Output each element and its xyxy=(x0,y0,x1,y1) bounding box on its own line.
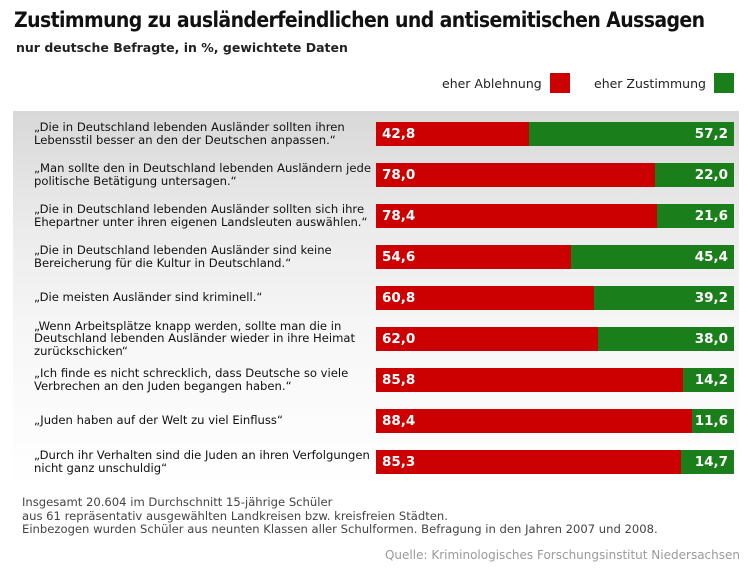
legend-item-agreement: eher Zustimmung xyxy=(594,73,734,93)
bar-rejection: 85,8 xyxy=(376,367,683,392)
category-label: „Juden haben auf der Welt zu viel Einflu… xyxy=(34,413,283,428)
bar-agreement: 14,7 xyxy=(681,449,734,474)
source-credit: Quelle: Kriminologisches Forschungsinsti… xyxy=(384,548,740,562)
category-label: „Die in Deutschland lebenden Ausländer s… xyxy=(34,202,368,229)
bar-agreement: 21,6 xyxy=(657,203,734,228)
category-label: „Die meisten Ausländer sind kriminell.“ xyxy=(34,290,263,305)
category-label: „Man sollte den in Deutschland lebenden … xyxy=(34,161,371,188)
legend-label-agreement: eher Zustimmung xyxy=(594,75,706,91)
category-label: „Durch ihr Verhalten sind die Juden an i… xyxy=(34,448,370,475)
bar-rejection: 42,8 xyxy=(376,121,529,146)
bar-rejection: 88,4 xyxy=(376,408,692,433)
legend-label-rejection: eher Ablehnung xyxy=(442,75,542,91)
footnote-line: aus 61 repräsentativ ausgewählten Landkr… xyxy=(22,508,448,523)
bar-rejection: 54,6 xyxy=(376,244,571,269)
bar-agreement: 22,0 xyxy=(655,162,734,187)
legend-item-rejection: eher Ablehnung xyxy=(442,73,570,93)
footnote-line: Insgesamt 20.604 im Durchschnitt 15-jähr… xyxy=(22,495,333,509)
bar-agreement: 45,4 xyxy=(571,244,734,269)
chart-panel: „Die in Deutschland lebenden Ausländer s… xyxy=(13,111,739,488)
bar-agreement: 11,6 xyxy=(692,408,734,433)
chart-title: Zustimmung zu ausländerfeindlichen und a… xyxy=(14,8,705,32)
bar-agreement: 14,2 xyxy=(683,367,734,392)
category-label: „Wenn Arbeitsplätze knapp werden, sollte… xyxy=(34,318,356,358)
bar-rejection: 78,4 xyxy=(376,203,657,228)
bar-rejection: 62,0 xyxy=(376,326,598,351)
bar-rejection: 60,8 xyxy=(376,285,594,310)
bar-rejection: 78,0 xyxy=(376,162,655,187)
bar-agreement: 57,2 xyxy=(529,121,734,146)
chart-subtitle: nur deutsche Befragte, in %, gewichtete … xyxy=(16,40,348,55)
category-label: „Die in Deutschland lebenden Ausländer s… xyxy=(34,243,332,270)
footnote-line: Einbezogen wurden Schüler aus neunten Kl… xyxy=(22,522,658,537)
legend-swatch-agreement xyxy=(713,73,734,93)
bar-rejection: 85,3 xyxy=(376,449,681,474)
category-label: „Ich finde es nicht schrecklich, dass De… xyxy=(34,366,349,393)
legend-swatch-rejection xyxy=(549,73,570,93)
bar-agreement: 38,0 xyxy=(598,326,734,351)
bar-agreement: 39,2 xyxy=(594,285,734,310)
footnote: Insgesamt 20.604 im Durchschnitt 15-jähr… xyxy=(22,495,658,537)
category-label: „Die in Deutschland lebenden Ausländer s… xyxy=(34,120,345,147)
